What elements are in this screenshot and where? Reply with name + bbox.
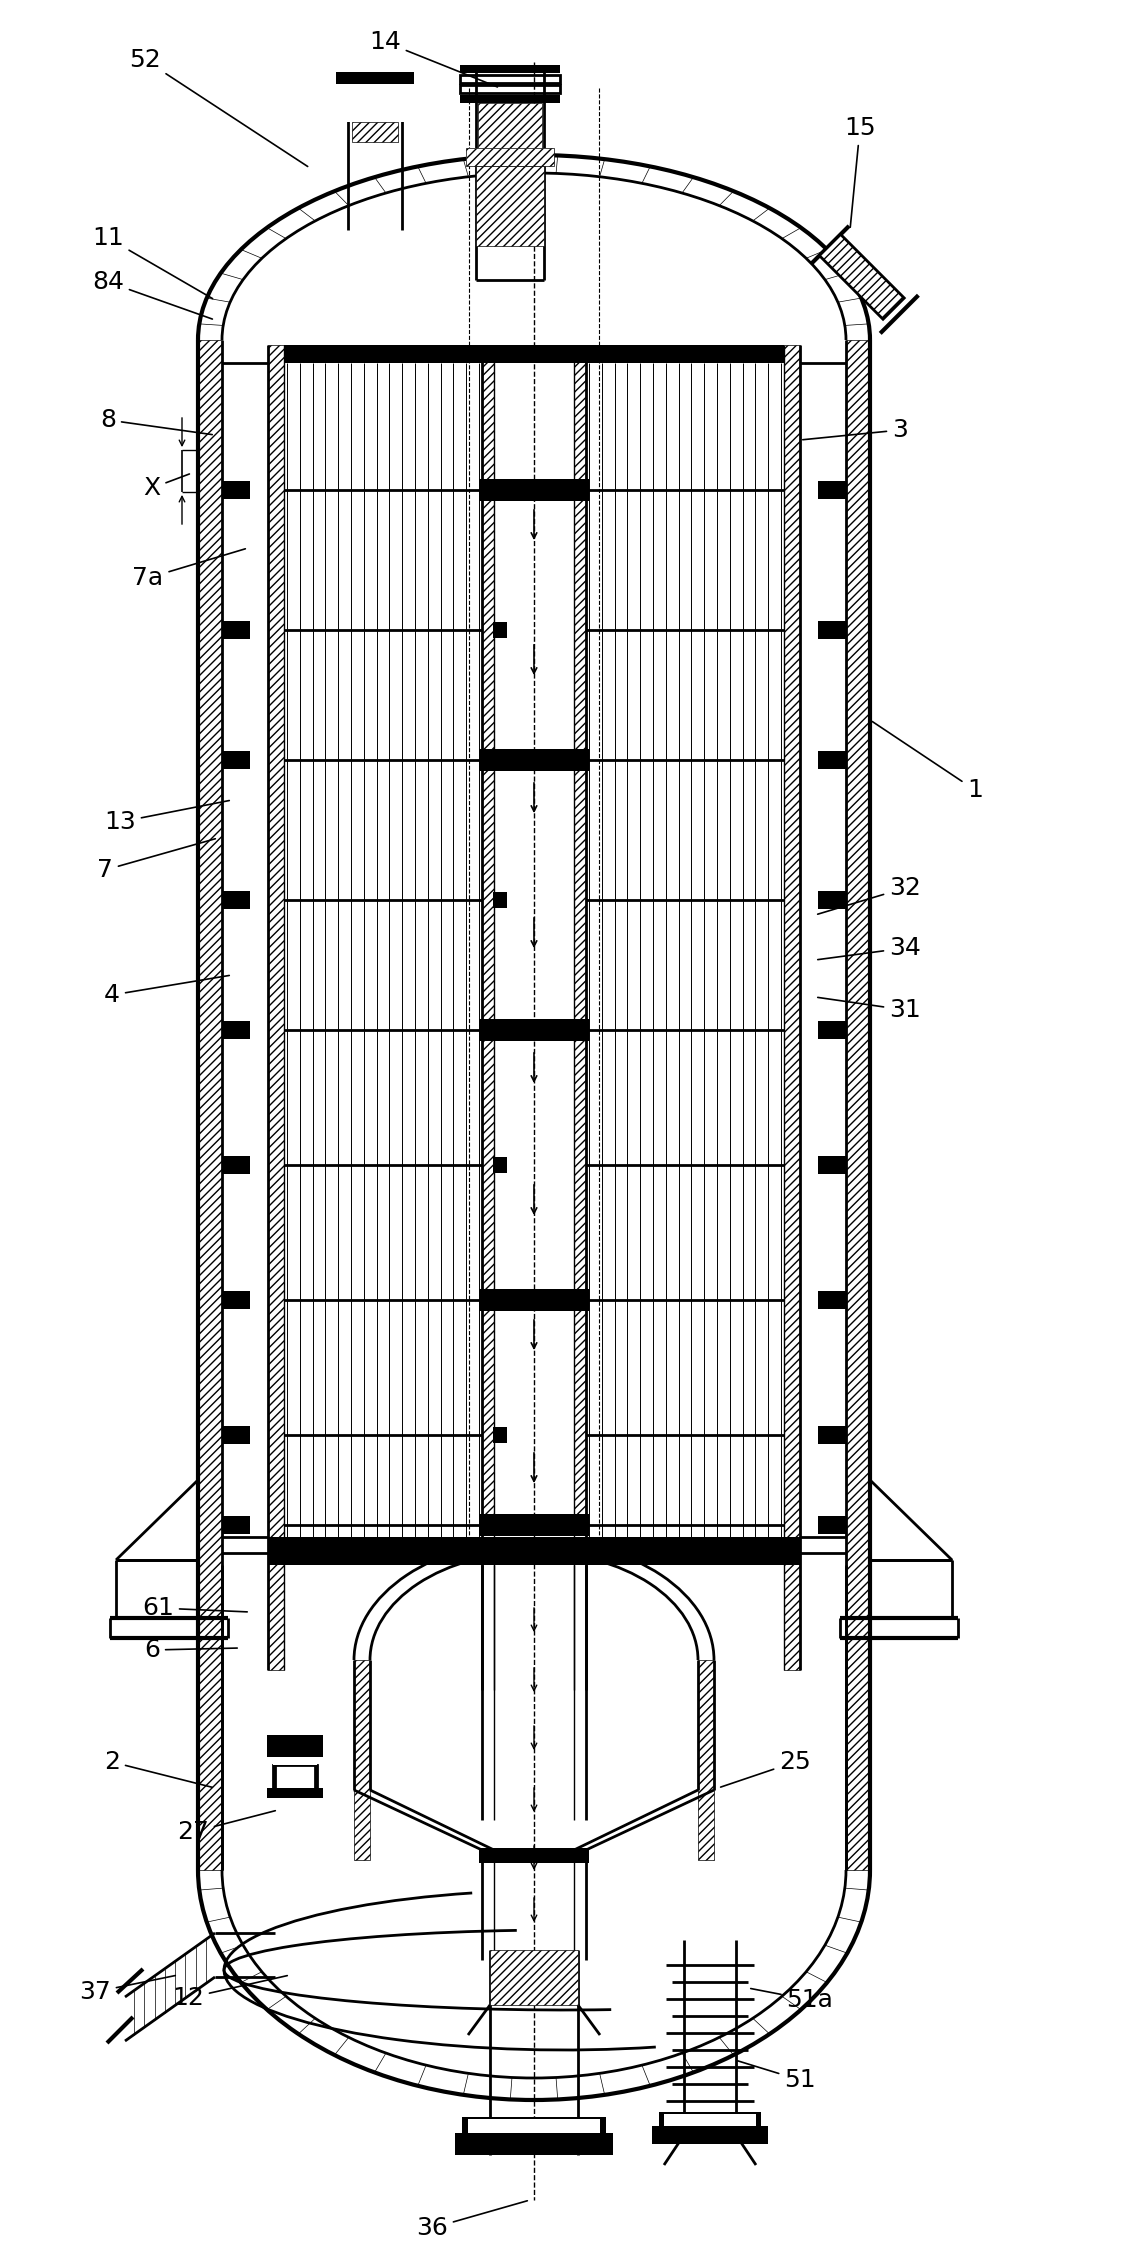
Bar <box>273 1766 317 1793</box>
Bar <box>818 620 846 638</box>
Bar <box>846 341 871 1869</box>
Bar <box>223 480 250 498</box>
Text: 7a: 7a <box>132 548 245 591</box>
Bar <box>479 1019 590 1042</box>
Text: 2: 2 <box>104 1750 212 1788</box>
Text: 11: 11 <box>92 226 212 298</box>
Bar <box>478 104 543 149</box>
Bar <box>818 891 846 909</box>
Bar <box>699 1660 713 1860</box>
Bar <box>223 891 250 909</box>
Bar <box>267 1734 323 1757</box>
Bar <box>493 893 507 909</box>
Text: 51: 51 <box>738 2061 816 2093</box>
Bar <box>651 2126 768 2145</box>
Bar <box>223 1515 250 1533</box>
Bar <box>482 345 494 1520</box>
Text: 14: 14 <box>369 29 498 88</box>
Bar <box>818 1022 846 1040</box>
Bar <box>354 1660 370 1860</box>
Bar <box>352 122 398 142</box>
Text: 51a: 51a <box>751 1989 834 2011</box>
Bar <box>340 83 409 122</box>
Bar <box>479 345 588 363</box>
Text: 27: 27 <box>177 1811 275 1845</box>
Bar <box>466 149 554 167</box>
Text: 61: 61 <box>142 1597 248 1619</box>
Bar <box>574 345 586 1520</box>
Text: 34: 34 <box>818 936 921 961</box>
Bar <box>267 1788 323 1797</box>
Text: 8: 8 <box>100 408 212 435</box>
Bar <box>479 1513 590 1536</box>
Bar <box>223 620 250 638</box>
Bar <box>336 72 414 83</box>
Bar <box>462 2117 606 2133</box>
Text: 25: 25 <box>720 1750 811 1788</box>
Bar <box>479 478 590 501</box>
Bar <box>493 622 507 638</box>
Bar <box>455 2133 612 2156</box>
Bar <box>223 1022 250 1040</box>
Bar <box>493 1157 507 1173</box>
Bar <box>198 341 223 1869</box>
Bar <box>818 1292 846 1308</box>
Bar <box>460 74 560 83</box>
Text: X: X <box>143 474 189 501</box>
Text: 52: 52 <box>130 47 307 167</box>
Text: 32: 32 <box>818 875 921 913</box>
Bar <box>284 345 785 363</box>
Text: 3: 3 <box>803 417 908 442</box>
Bar <box>476 167 544 246</box>
Bar <box>468 2120 600 2133</box>
Bar <box>466 149 554 167</box>
Text: 31: 31 <box>818 997 921 1022</box>
Bar <box>818 1515 846 1533</box>
Bar <box>460 65 560 72</box>
Bar <box>223 1292 250 1308</box>
Bar <box>660 2113 760 2126</box>
Bar <box>223 751 250 769</box>
Bar <box>818 1425 846 1443</box>
Polygon shape <box>819 235 904 320</box>
Bar <box>493 1427 507 1443</box>
Text: 1: 1 <box>873 722 983 803</box>
Bar <box>479 749 590 771</box>
Text: 15: 15 <box>844 115 876 228</box>
Bar <box>490 1951 578 2005</box>
Text: 36: 36 <box>416 2201 528 2239</box>
Bar <box>818 1157 846 1175</box>
Bar <box>818 480 846 498</box>
Text: 4: 4 <box>104 976 229 1008</box>
Text: 12: 12 <box>172 1975 287 2009</box>
Bar <box>268 345 284 1671</box>
Bar <box>785 345 799 1671</box>
Text: 6: 6 <box>145 1637 237 1662</box>
Bar <box>664 2113 756 2126</box>
Bar <box>818 751 846 769</box>
Bar <box>223 1157 250 1175</box>
Bar <box>479 1290 590 1310</box>
Text: 13: 13 <box>104 801 229 834</box>
Text: 7: 7 <box>97 839 216 882</box>
Bar <box>268 1538 799 1565</box>
Text: 84: 84 <box>92 271 212 318</box>
Text: 37: 37 <box>79 1975 175 2005</box>
Bar <box>460 86 560 92</box>
Bar <box>460 95 560 104</box>
Bar <box>273 1757 317 1766</box>
Bar <box>479 1849 590 1863</box>
Bar <box>223 1425 250 1443</box>
